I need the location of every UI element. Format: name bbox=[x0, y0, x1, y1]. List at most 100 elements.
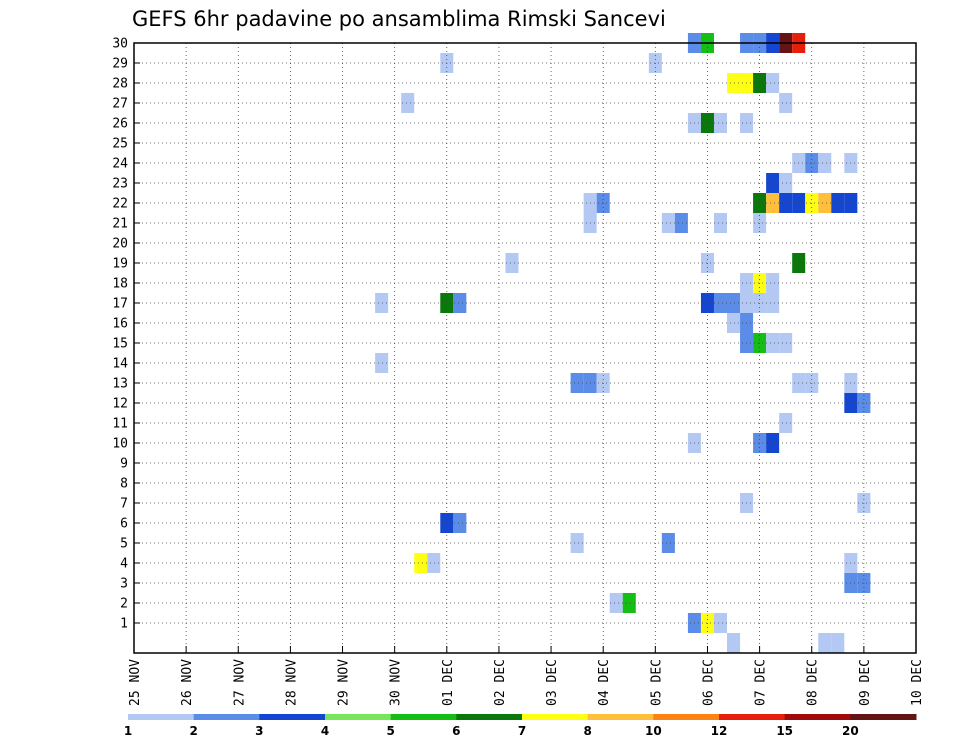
y-tick-label: 30 bbox=[112, 37, 128, 52]
heatmap-cell bbox=[818, 153, 832, 173]
heatmap-cell bbox=[609, 593, 623, 613]
y-tick-label: 9 bbox=[120, 457, 128, 472]
heatmap-cell bbox=[727, 73, 741, 93]
heatmap-cell bbox=[713, 613, 728, 633]
legend-swatch bbox=[390, 714, 457, 720]
heatmap-cell bbox=[766, 333, 780, 353]
x-tick-label: 28 NOV bbox=[284, 659, 299, 706]
heatmap-cell bbox=[713, 213, 728, 233]
y-tick-label: 14 bbox=[112, 357, 128, 372]
y-tick-label: 19 bbox=[112, 257, 128, 272]
grid-lines bbox=[134, 42, 916, 653]
x-tick-label: 29 NOV bbox=[337, 659, 352, 706]
x-tick-label: 04 DEC bbox=[597, 659, 612, 706]
legend-label: 4 bbox=[321, 724, 329, 738]
heatmap-cell bbox=[831, 633, 845, 653]
y-tick-label: 3 bbox=[120, 577, 128, 592]
y-tick-label: 24 bbox=[112, 157, 128, 172]
heatmap-cell bbox=[414, 553, 428, 573]
heatmap-cell bbox=[766, 73, 780, 93]
y-tick-label: 22 bbox=[112, 197, 128, 212]
heatmap-cell bbox=[831, 193, 845, 213]
legend-swatch bbox=[850, 714, 917, 720]
heatmap-cell bbox=[779, 333, 793, 353]
plot-frame bbox=[133, 42, 917, 654]
legend-swatch bbox=[587, 714, 654, 720]
heatmap-cell bbox=[779, 413, 793, 433]
y-tick-label: 17 bbox=[112, 297, 128, 312]
legend-label: 1 bbox=[124, 724, 132, 738]
legend-label: 5 bbox=[386, 724, 394, 738]
legend-label: 20 bbox=[842, 724, 859, 738]
y-tick-label: 21 bbox=[112, 217, 128, 232]
x-tick-label: 05 DEC bbox=[649, 659, 664, 706]
x-tick-label: 01 DEC bbox=[441, 659, 456, 706]
legend-label: 15 bbox=[776, 724, 793, 738]
y-tick-label: 4 bbox=[120, 557, 128, 572]
y-tick-label: 23 bbox=[112, 177, 128, 192]
heatmap-cell bbox=[727, 313, 741, 333]
x-tick-label: 03 DEC bbox=[545, 659, 560, 706]
legend-swatch bbox=[784, 714, 851, 720]
heatmap-cell bbox=[713, 113, 728, 133]
legend-swatch bbox=[653, 714, 720, 720]
heatmap-cell bbox=[713, 293, 728, 313]
legend-swatch bbox=[193, 714, 260, 720]
heatmap-cell bbox=[727, 633, 741, 653]
y-tick-label: 25 bbox=[112, 137, 128, 152]
legend-swatch bbox=[325, 714, 392, 720]
heatmap-cell bbox=[779, 93, 793, 113]
legend-label: 12 bbox=[711, 724, 728, 738]
y-tick-label: 5 bbox=[120, 537, 128, 552]
x-tick-label: 06 DEC bbox=[701, 659, 716, 706]
y-axis-ticks: 1234567891011121314151617181920212223242… bbox=[112, 37, 916, 632]
heatmap-cell bbox=[401, 93, 415, 113]
heatmap-cell bbox=[674, 213, 688, 233]
heatmap-cell bbox=[766, 173, 780, 193]
heatmap-cell bbox=[661, 533, 675, 553]
legend-label: 7 bbox=[518, 724, 526, 738]
y-tick-label: 26 bbox=[112, 117, 128, 132]
legend-swatch bbox=[456, 714, 523, 720]
chart-title: GEFS 6hr padavine po ansamblima Rimski S… bbox=[132, 7, 666, 31]
legend-swatch bbox=[522, 714, 589, 720]
x-tick-label: 02 DEC bbox=[493, 659, 508, 706]
legend-label: 6 bbox=[452, 724, 460, 738]
x-tick-label: 25 NOV bbox=[128, 659, 143, 706]
y-tick-label: 11 bbox=[112, 417, 128, 432]
y-tick-label: 1 bbox=[120, 617, 128, 632]
y-tick-label: 16 bbox=[112, 317, 128, 332]
heatmap-cell bbox=[818, 633, 832, 653]
legend-label: 10 bbox=[645, 724, 662, 738]
x-tick-label: 30 NOV bbox=[389, 659, 404, 706]
y-tick-label: 18 bbox=[112, 277, 128, 292]
x-tick-label: 09 DEC bbox=[858, 659, 873, 706]
legend-swatch bbox=[128, 714, 195, 720]
heatmap-cell bbox=[727, 293, 741, 313]
heatmap-cell bbox=[661, 213, 675, 233]
x-tick-label: 26 NOV bbox=[180, 659, 195, 706]
heatmap-cells bbox=[375, 33, 871, 653]
heatmap-cell bbox=[766, 433, 780, 453]
y-tick-label: 20 bbox=[112, 237, 128, 252]
y-tick-label: 12 bbox=[112, 397, 128, 412]
heatmap-cell bbox=[818, 193, 832, 213]
heatmap-cell bbox=[766, 273, 780, 293]
heatmap-cell bbox=[622, 593, 636, 613]
heatmap-cell bbox=[505, 253, 519, 273]
x-tick-label: 10 DEC bbox=[910, 659, 925, 706]
heatmap-cell bbox=[427, 553, 441, 573]
heatmap-cell bbox=[453, 293, 467, 313]
heatmap-cell bbox=[779, 193, 793, 213]
x-axis-ticks: 25 NOV 26 NOV 27 NOV 28 NOV 29 NOV 30 NOV 01 D… bbox=[128, 646, 925, 706]
x-tick-label: 07 DEC bbox=[754, 659, 769, 706]
y-tick-label: 13 bbox=[112, 377, 128, 392]
legend-label: 3 bbox=[255, 724, 263, 738]
heatmap-cell bbox=[779, 173, 793, 193]
legend-label: 2 bbox=[189, 724, 197, 738]
heatmap-cell bbox=[766, 193, 780, 213]
y-tick-label: 27 bbox=[112, 97, 128, 112]
legend-swatch bbox=[259, 714, 326, 720]
heatmap-cell bbox=[570, 533, 584, 553]
